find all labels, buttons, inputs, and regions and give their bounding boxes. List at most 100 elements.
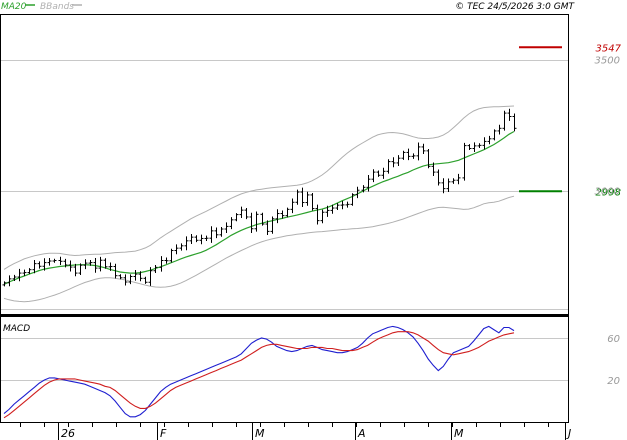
price-bar (234, 213, 239, 222)
price-bar (153, 265, 158, 274)
price-bar (254, 211, 259, 232)
price-bar (78, 263, 83, 275)
legend-ma20-label: MA20 (1, 2, 27, 12)
x-axis: 26 F M A M J (20, 423, 571, 440)
price-bar (436, 169, 441, 186)
price-bar (350, 193, 355, 206)
price-bar (446, 178, 451, 192)
legend: MA20 BBands (1, 2, 82, 12)
price-bar (290, 198, 295, 214)
price-bar (68, 260, 73, 272)
price-bar (361, 185, 366, 193)
macd-grid (1, 338, 568, 381)
price-bar (345, 201, 350, 208)
price-bar (73, 263, 78, 277)
price-bar (143, 276, 148, 284)
price-bar (381, 167, 386, 179)
price-bar (376, 170, 381, 177)
price-bar (482, 137, 487, 150)
price-bar (462, 142, 467, 181)
price-bar (123, 274, 128, 286)
macd-line (3, 325, 515, 418)
price-bar (310, 193, 315, 211)
price-bar (2, 281, 7, 287)
price-bar (103, 258, 108, 269)
price-grid (1, 60, 568, 310)
macd-tick-label: 60 (607, 334, 620, 345)
macd-panel-frame (0, 316, 569, 423)
legend-bbands-label: BBands (40, 2, 74, 12)
price-bar (244, 207, 249, 220)
macd-lines (3, 325, 515, 419)
price-bar (22, 269, 27, 276)
price-bar (315, 204, 320, 225)
price-bar (7, 275, 12, 287)
price-bar (199, 234, 204, 245)
price-bar (320, 209, 325, 224)
price-bar (295, 189, 300, 205)
price-bar (189, 233, 194, 244)
price-bar (83, 259, 88, 270)
price-bar (260, 212, 265, 226)
price-bar (27, 268, 32, 275)
price-bar (497, 124, 502, 135)
macd-title: MACD (3, 324, 30, 334)
price-bar (325, 205, 330, 217)
price-bar (492, 129, 497, 141)
price-bar (406, 148, 411, 161)
price-bar (280, 210, 285, 219)
price-bars (2, 108, 517, 287)
price-bar (164, 257, 169, 264)
price-bar (340, 200, 345, 210)
x-tick-label: 26 (61, 427, 75, 440)
price-bar (421, 143, 426, 155)
price-bar (214, 227, 219, 239)
price-bar (128, 274, 133, 285)
price-bar (138, 271, 143, 282)
support-label: 2998 (596, 187, 621, 198)
price-bar (169, 248, 174, 263)
price-bar (285, 207, 290, 218)
bband-upper-line (3, 105, 515, 270)
price-bar (371, 169, 376, 183)
price-bar (275, 209, 280, 224)
price-bar (265, 220, 270, 235)
price-bar (512, 113, 517, 132)
price-bar (249, 212, 254, 233)
price-bar (396, 155, 401, 166)
price-bar (416, 142, 421, 161)
price-bar (108, 262, 113, 271)
price-bar (507, 108, 512, 121)
price-bar (52, 258, 57, 263)
price-bar (209, 226, 214, 243)
x-tick-label: M (255, 427, 265, 440)
price-levels: 3547 2998 (519, 43, 622, 198)
x-tick-label: A (357, 427, 366, 440)
price-bar (148, 267, 153, 286)
price-bar (118, 274, 123, 280)
price-bar (426, 148, 431, 169)
price-bar (17, 268, 22, 282)
price-bar (451, 178, 456, 184)
price-bar (305, 191, 310, 206)
price-axis-ticks: 3000 3500 (595, 56, 620, 198)
price-bar (502, 110, 507, 131)
price-bar (335, 203, 340, 211)
price-bar (174, 244, 179, 255)
price-bar (179, 243, 184, 251)
price-bar (88, 259, 93, 266)
price-bar (330, 204, 335, 214)
ma20-line-group (3, 130, 515, 285)
price-bar (58, 256, 63, 266)
price-bar (37, 261, 42, 269)
bollinger-bands (3, 105, 515, 303)
price-bar (204, 235, 209, 242)
bband-lower-line (3, 195, 515, 303)
price-tick-label: 3000 (595, 187, 620, 198)
price-bar (12, 274, 17, 282)
price-tick-label: 3500 (595, 56, 620, 67)
ma20-line (3, 130, 515, 285)
